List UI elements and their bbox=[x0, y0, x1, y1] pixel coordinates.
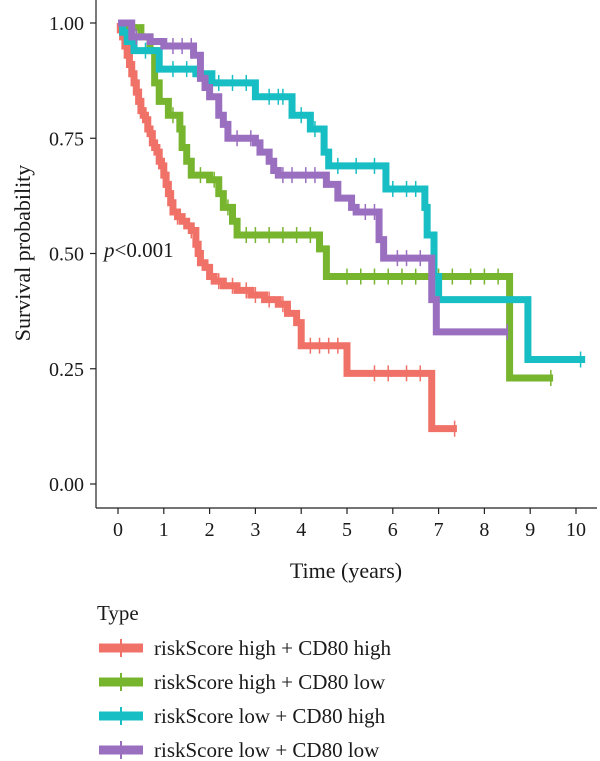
x-tick-label: 0 bbox=[113, 519, 123, 541]
series-layer bbox=[116, 19, 586, 437]
series-1 bbox=[116, 19, 457, 437]
legend-label: riskScore low + CD80 low bbox=[154, 738, 380, 761]
p-value-annotation: p<0.001 bbox=[102, 238, 174, 262]
legend-key bbox=[99, 673, 143, 691]
x-tick-label: 4 bbox=[296, 519, 306, 541]
legend-label: riskScore high + CD80 high bbox=[154, 636, 391, 660]
survival-curve bbox=[118, 19, 586, 364]
y-tick-label: 0.50 bbox=[49, 244, 84, 266]
legend-key bbox=[99, 741, 143, 759]
legend-key bbox=[99, 707, 143, 725]
y-tick-label: 0.25 bbox=[49, 359, 84, 381]
x-axis-title: Time (years) bbox=[290, 558, 402, 583]
legend-label: riskScore low + CD80 high bbox=[154, 704, 386, 728]
legend: Type riskScore high + CD80 high riskScore… bbox=[97, 601, 391, 761]
y-tick-label: 0.75 bbox=[49, 128, 84, 150]
x-tick-label: 10 bbox=[566, 519, 586, 541]
survival-curve bbox=[118, 19, 508, 336]
y-tick-label: 1.00 bbox=[49, 13, 84, 35]
x-tick-label: 3 bbox=[250, 519, 260, 541]
legend-key bbox=[99, 639, 143, 657]
survival-curve bbox=[116, 19, 457, 433]
x-tick-label: 9 bbox=[525, 519, 535, 541]
p-value-symbol: p bbox=[102, 238, 115, 262]
x-tick-label: 8 bbox=[479, 519, 489, 541]
p-value-text: <0.001 bbox=[115, 238, 174, 262]
axes: 0 1 2 3 4 5 6 7 8 9 10 0.00 0.25 0.50 0.75 1.00 bbox=[49, 0, 597, 541]
y-axis-title: Survival probability bbox=[10, 165, 35, 342]
x-tick-label: 2 bbox=[205, 519, 215, 541]
x-tick-label: 5 bbox=[342, 519, 352, 541]
x-tick-label: 6 bbox=[388, 519, 398, 541]
y-tick-label: 0.00 bbox=[49, 474, 84, 496]
legend-title: Type bbox=[97, 601, 139, 625]
legend-label: riskScore high + CD80 low bbox=[154, 670, 386, 694]
series-3 bbox=[118, 19, 586, 368]
x-tick-label: 7 bbox=[434, 519, 444, 541]
x-tick-label: 1 bbox=[159, 519, 169, 541]
series-4 bbox=[118, 19, 509, 340]
